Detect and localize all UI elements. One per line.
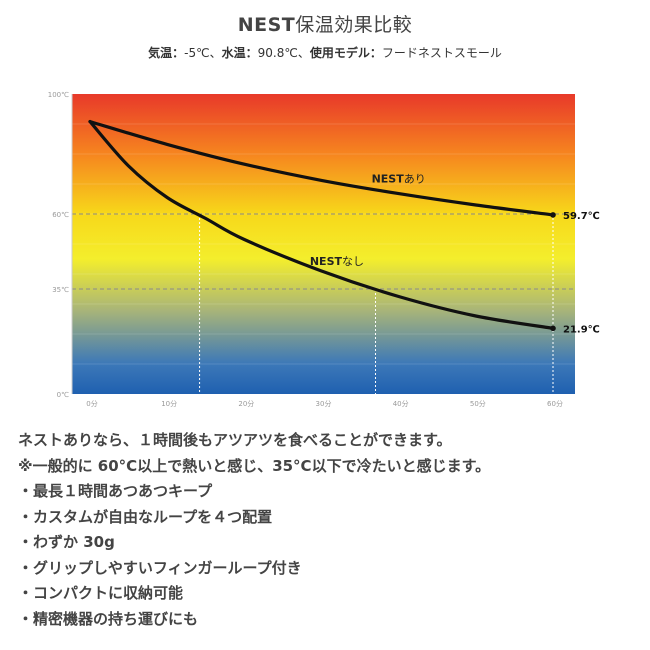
- series-end-point-0: [550, 212, 556, 218]
- series-name-suffix: あり: [404, 173, 426, 186]
- chart-subtitle: 気温：-5℃、水温：90.8℃、使用モデル：フードネストスモール: [0, 44, 650, 61]
- plot-background: [72, 94, 575, 394]
- series-end-point-1: [550, 325, 556, 332]
- note-line: ネストありなら、１時間後もアツアツを食べることができます。: [18, 431, 452, 449]
- series-name-brand: NEST: [310, 255, 343, 268]
- note-line: ・最長１時間あつあつキープ: [18, 482, 213, 500]
- x-tick-labels: 0分 10分 20分 30分 40分 50分 60分: [86, 399, 563, 408]
- series-name-label-1: NESTなし: [310, 255, 364, 268]
- x-tick-label: 0分: [86, 399, 97, 408]
- note-line: ・グリップしやすいフィンガーループ付き: [18, 558, 302, 577]
- note-line: ・わずか 30g: [18, 533, 115, 551]
- temp-value: -5℃、: [184, 46, 222, 60]
- model-label: 使用モデル：: [309, 46, 382, 60]
- series-line-0: [88, 120, 555, 217]
- y-tick-label: 35℃: [52, 286, 69, 294]
- water-label: 水温：: [221, 46, 258, 60]
- series-end-label-0: 59.7℃: [563, 211, 600, 222]
- x-tick-label: 20分: [238, 399, 254, 408]
- model-value: フードネストスモール: [381, 46, 502, 60]
- x-tick-label: 60分: [547, 399, 563, 408]
- y-tick-label: 60℃: [52, 211, 69, 219]
- water-value: 90.8℃、: [257, 46, 310, 60]
- x-tick-label: 10分: [161, 399, 177, 408]
- note-line: ・カスタムが自由なループを４つ配置: [18, 507, 273, 526]
- x-tick-label: 40分: [393, 399, 409, 408]
- series-name-suffix: なし: [342, 255, 364, 268]
- series-name-label-0: NESTあり: [372, 173, 426, 186]
- series-name-brand: NEST: [372, 173, 405, 186]
- title-rest: 保温効果比較: [295, 14, 413, 36]
- y-tick-label: 0℃: [57, 391, 69, 399]
- temp-label: 気温：: [148, 46, 185, 60]
- horizontal-gridlines: [72, 123, 575, 365]
- temperature-chart: 0℃ 35℃ 60℃ 100℃ 0分 10分 20分 30分 40分 50分 60分 59.7℃ N…: [48, 91, 600, 408]
- x-tick-label: 50分: [470, 399, 486, 408]
- chart-title: NEST保温効果比較: [0, 10, 650, 37]
- y-tick-label: 100℃: [48, 91, 69, 99]
- series-line-1: [88, 120, 555, 330]
- note-line: ・精密機器の持ち運びにも: [18, 609, 199, 628]
- y-tick-labels: 0℃ 35℃ 60℃ 100℃: [48, 91, 69, 399]
- vertical-gridlines: [71, 94, 554, 394]
- series-layer: [88, 120, 556, 332]
- note-line: ・コンパクトに収納可能: [18, 584, 184, 602]
- note-line: ※一般的に 60°C以上で熱いと感じ、35°C以下で冷たいと感じます。: [18, 456, 491, 475]
- description-notes: ネストありなら、１時間後もアツアツを食べることができます。 ※一般的に 60°C…: [18, 428, 638, 632]
- x-tick-label: 30分: [316, 399, 332, 408]
- series-end-label-1: 21.9℃: [563, 324, 600, 335]
- title-brand: NEST: [237, 14, 296, 36]
